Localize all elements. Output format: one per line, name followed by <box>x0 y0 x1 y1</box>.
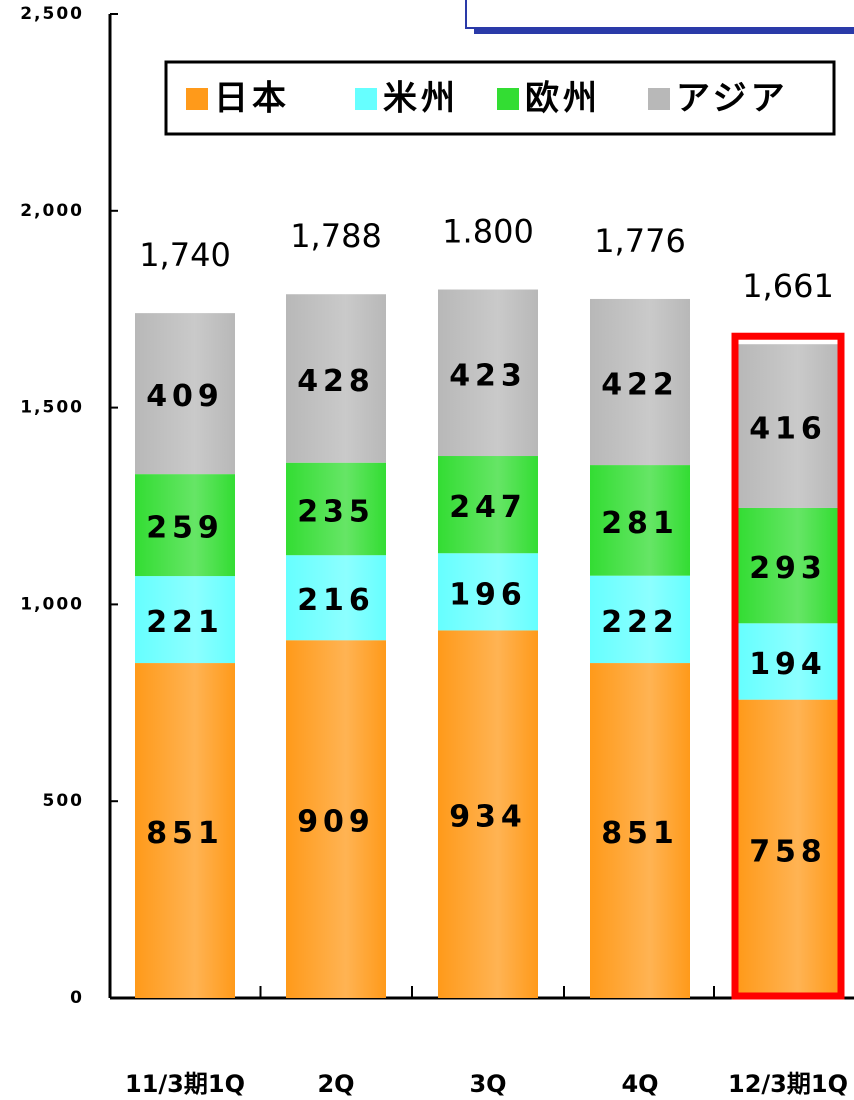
bar-sheen <box>135 313 235 475</box>
data-label: 851 <box>146 816 224 851</box>
data-label: 409 <box>146 379 224 414</box>
bar-sheen <box>286 462 386 556</box>
bar-sheen <box>738 507 838 624</box>
data-label: 196 <box>449 577 527 612</box>
x-tick-label: 12/3期1Q <box>728 1070 848 1098</box>
bar-sheen <box>438 289 538 457</box>
bar-sheen <box>438 456 538 554</box>
legend-label: 欧州 <box>525 79 601 119</box>
bar-sheen <box>286 640 386 998</box>
data-label: 416 <box>749 412 827 447</box>
data-label: 293 <box>749 551 827 586</box>
y-tick-label: 1,500 <box>20 398 84 418</box>
data-label: 281 <box>601 506 679 541</box>
data-label: 758 <box>749 834 827 869</box>
bar-sheen <box>286 555 386 641</box>
y-tick-label: 500 <box>43 791 85 811</box>
legend-swatch <box>355 88 377 110</box>
deco-box <box>465 0 854 29</box>
data-label: 934 <box>449 800 527 835</box>
bar-sheen <box>590 298 690 466</box>
data-label: 194 <box>749 647 827 682</box>
y-tick-label: 0 <box>70 988 84 1008</box>
data-label: 851 <box>601 816 679 851</box>
bar-sheen <box>135 576 235 664</box>
x-tick-label: 2Q <box>317 1070 354 1098</box>
x-tick-label: 11/3期1Q <box>125 1070 245 1098</box>
bar-sheen <box>590 575 690 664</box>
data-label: 235 <box>297 494 375 529</box>
legend-swatch <box>497 88 519 110</box>
highlight-box <box>731 332 845 1000</box>
data-label: 422 <box>601 368 679 403</box>
legend-swatch <box>186 88 208 110</box>
data-label: 247 <box>449 490 527 525</box>
y-tick-label: 2,500 <box>20 4 84 24</box>
y-tick-label: 1,000 <box>20 594 84 614</box>
total-label: 1,740 <box>139 236 231 274</box>
data-label: 428 <box>297 364 375 399</box>
data-label: 216 <box>297 583 375 618</box>
data-label: 909 <box>297 805 375 840</box>
total-label: 1,788 <box>290 217 382 255</box>
bar-sheen <box>738 623 838 700</box>
legend-label: アジア <box>676 79 789 119</box>
total-label: 1,661 <box>742 267 834 305</box>
total-label: 1.800 <box>442 213 534 251</box>
x-tick-label: 4Q <box>621 1070 658 1098</box>
legend-label: 米州 <box>383 79 459 119</box>
bar-sheen <box>590 663 690 998</box>
bar-sheen <box>286 294 386 463</box>
bar-sheen <box>590 465 690 576</box>
bar-sheen <box>438 630 538 998</box>
data-label: 222 <box>601 605 679 640</box>
bar-sheen <box>738 344 838 508</box>
y-tick-label: 2,000 <box>20 201 84 221</box>
bar-sheen <box>135 474 235 577</box>
bar-sheen <box>438 553 538 631</box>
total-label: 1,776 <box>594 222 686 260</box>
bar-sheen <box>738 699 838 998</box>
data-label: 221 <box>146 605 224 640</box>
bar-sheen <box>135 663 235 998</box>
data-label: 259 <box>146 511 224 546</box>
data-label: 423 <box>449 358 527 393</box>
x-tick-label: 3Q <box>469 1070 506 1098</box>
legend-swatch <box>648 88 670 110</box>
legend-label: 日本 <box>214 79 290 119</box>
